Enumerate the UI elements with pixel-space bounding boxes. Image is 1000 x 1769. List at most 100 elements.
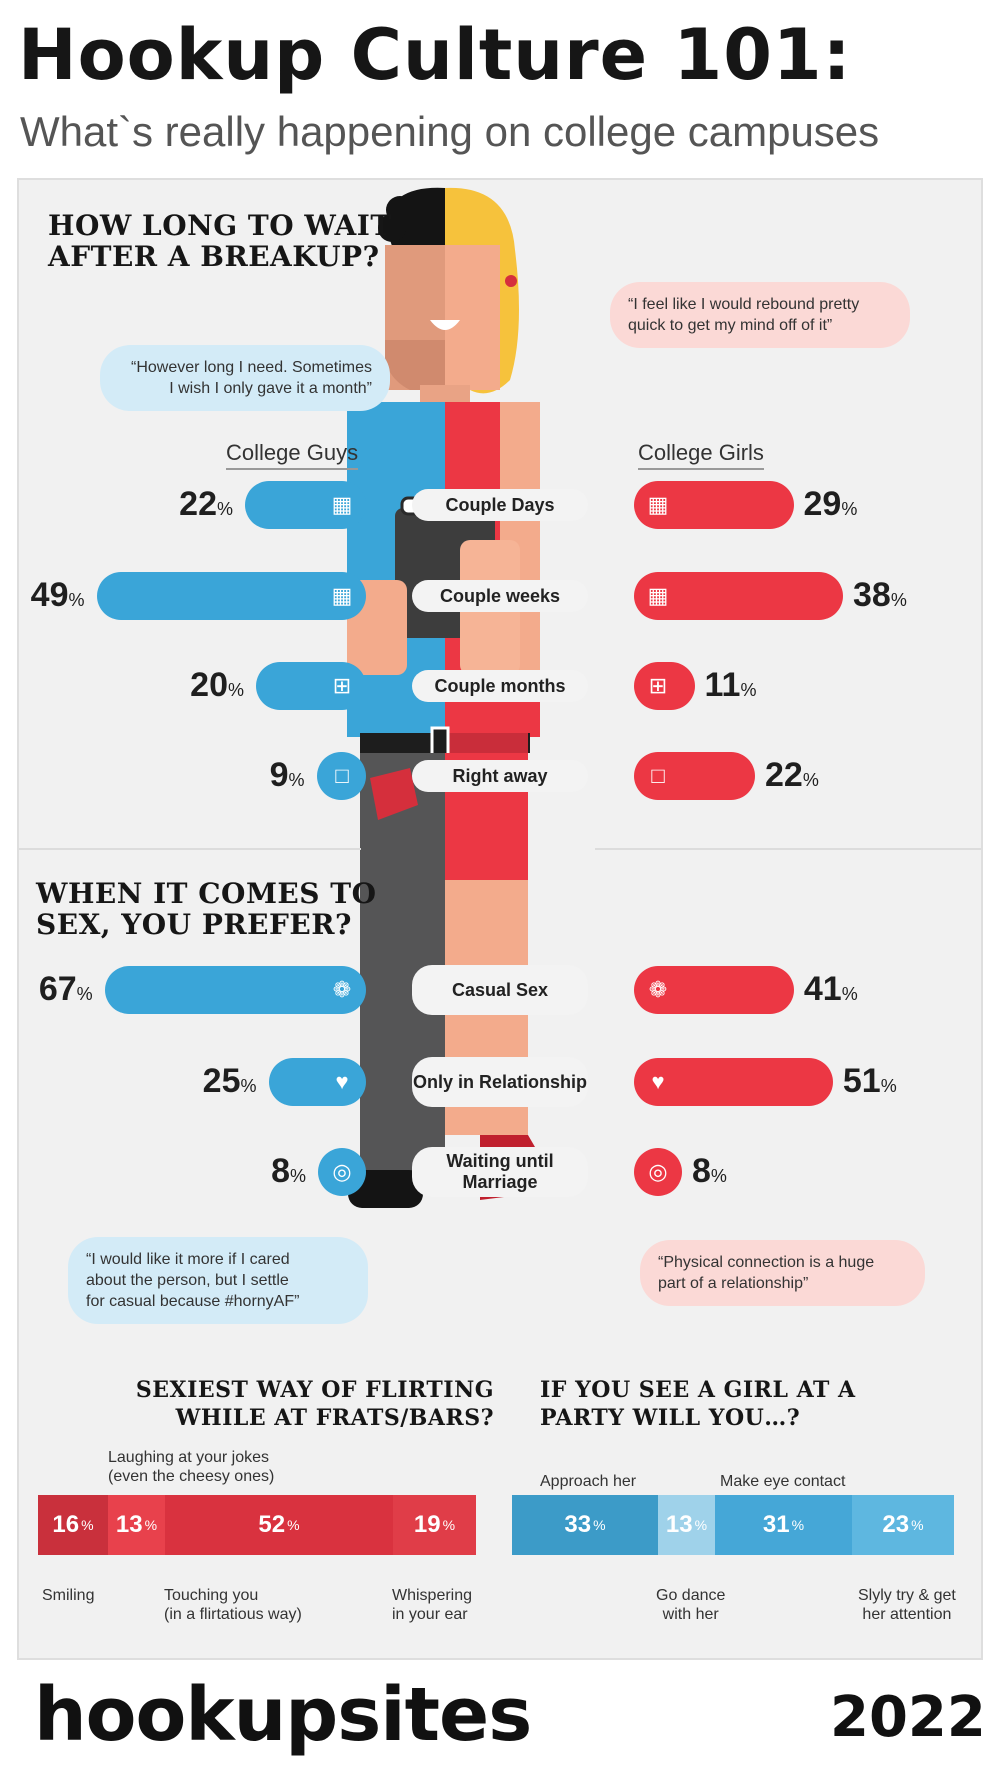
footer-year: 2022 [830,1685,986,1750]
sex-pref-girl-bar-icon: ♥ [651,1069,665,1094]
sex-pref-girl-pct: 41% [804,970,858,1009]
breakup-wait-girl-bar: ⊞ [634,662,695,710]
breakup-wait-girl-bar: □ [634,752,755,800]
sex-pref-girl-bar-icon: ❁ [648,977,668,1002]
sex-pref-girl-bar: ❁ [634,966,794,1014]
page-subtitle: What`s really happening on college campu… [20,108,880,155]
breakup-wait-girl-pct: 22% [765,756,819,795]
flirt-label-touching: Touching you (in a flirtatious way) [164,1586,302,1624]
flirt-label-whispering-line2: in your ear [392,1606,468,1623]
party-segment-value: 33 [564,1511,592,1538]
flirt-label-laughing: Laughing at your jokes (even the cheesy … [108,1448,274,1486]
girl-quote-line1: “I feel like I would rebound pretty [628,296,860,313]
breakup-wait-guy-bar: □ [316,752,366,800]
breakup-wait-guy-pct-value: 49 [30,576,69,614]
party-label-slyly-line2: her attention [862,1606,952,1623]
breakup-wait-girl-bar-icon: □ [651,763,665,788]
breakup-wait-guy-pct: 9% [270,756,305,795]
party-segment-unit: % [694,1517,708,1533]
girl-quote-bubble: “I feel like I would rebound pretty quic… [610,282,910,348]
breakup-wait-girl-pct-value: 11 [704,666,741,704]
breakup-wait-girl-pct-unit: % [802,770,819,790]
flirting-segment-value: 19 [413,1511,441,1538]
brand-logo: hookupsites [34,1672,532,1758]
breakup-wait-guy-bar-icon: ⊞ [332,673,352,698]
sex-pref-girl-pct: 51% [843,1062,897,1101]
sex-pref-girl-pct: 8% [692,1152,727,1191]
party-segment-value: 13 [665,1511,693,1538]
sex-pref-category-label: Only in Relationship [412,1057,588,1107]
breakup-wait-girl-pct: 29% [804,485,858,524]
guy-sex-quote-line1: “I would like it more if I cared [86,1251,290,1268]
flirting-segment: 16% [38,1495,108,1555]
breakup-wait-category-label: Right away [412,760,588,792]
flirting-segment-unit: % [81,1517,94,1533]
section2-heading: WHEN IT COMES TO SEX, YOU PREFER? [36,878,376,940]
sex-pref-girl-pct-value: 41 [803,970,842,1008]
guy-sex-quote-line2: about the person, but I settle [86,1272,289,1289]
guy-sex-quote-bubble: “I would like it more if I cared about t… [68,1237,368,1324]
breakup-wait-guy-pct-unit: % [216,499,233,519]
sex-pref-girl-bar: ◎ [634,1148,682,1196]
breakup-wait-girl-pct: 11% [705,666,757,705]
breakup-wait-guy-bar-icon: ▦ [331,492,353,517]
breakup-wait-guy-pct-value: 9 [269,756,289,794]
sex-pref-guy-pct-unit: % [289,1166,306,1186]
breakup-wait-guy-bar-icon: □ [335,763,349,788]
party-label-dance: Go dance with her [656,1586,725,1624]
breakup-wait-girl-bar-icon: ▦ [647,492,669,517]
flirt-label-smiling: Smiling [42,1587,95,1604]
breakup-wait-guy-pct-unit: % [227,680,244,700]
breakup-wait-girl-pct-value: 22 [765,756,803,794]
sex-pref-girl-bar: ♥ [634,1058,833,1106]
sex-pref-guy-pct-value: 25 [202,1062,241,1100]
flirting-segment-unit: % [442,1517,456,1533]
sex-pref-guy-pct-value: 67 [38,970,77,1008]
sex-pref-category-label: Waiting until Marriage [412,1147,588,1197]
flirt-label-laughing-line2: (even the cheesy ones) [108,1468,275,1485]
flirting-heading-line1: SEXIEST WAY OF FLIRTING [135,1377,494,1403]
page-title: Hookup Culture 101: [18,14,852,96]
breakup-wait-girl-bar-icon: ▦ [647,583,669,608]
breakup-wait-girl-bar: ▦ [634,481,794,529]
breakup-wait-guy-bar-icon: ▦ [331,583,353,608]
flirt-label-touching-line1: Touching you [164,1587,259,1604]
breakup-wait-girl-pct: 38% [853,576,907,615]
girl-sex-quote-line2: part of a relationship” [658,1275,809,1292]
sex-pref-girl-pct-value: 8 [692,1152,711,1190]
party-heading-line1: IF YOU SEE A GIRL AT A [540,1377,856,1403]
breakup-wait-category-label: Couple Days [412,489,588,521]
sex-pref-girl-pct-value: 51 [842,1062,881,1100]
sex-pref-guy-bar: ◎ [318,1148,366,1196]
sex-pref-guy-pct-unit: % [76,984,93,1004]
guy-quote-line2: I wish I only gave it a month” [169,380,372,397]
sex-pref-guy-pct: 25% [203,1062,257,1101]
party-label-slyly-line1: Slyly try & get [858,1587,956,1604]
party-label-slyly: Slyly try & get her attention [858,1586,956,1624]
party-label-approach: Approach her [540,1473,637,1490]
breakup-wait-girl-pct-unit: % [890,590,907,610]
party-heading: IF YOU SEE A GIRL AT A PARTY WILL YOU…? [540,1376,856,1432]
college-girls-label: College Girls [638,440,764,470]
breakup-wait-girl-pct-value: 29 [803,485,842,523]
flirting-segment: 13% [108,1495,165,1555]
flirt-label-whispering: Whispering in your ear [392,1586,472,1624]
sex-pref-guy-bar-icon: ❁ [332,977,352,1002]
flirting-segment-value: 13 [115,1511,143,1538]
party-segment-unit: % [791,1517,805,1533]
party-heading-line2: PARTY WILL YOU…? [540,1405,801,1431]
flirting-segment: 52% [165,1495,393,1555]
breakup-wait-category-label: Couple months [412,670,588,702]
flirting-segment-value: 16 [52,1511,80,1538]
girl-quote-line2: quick to get my mind off of it” [628,317,833,334]
breakup-wait-guy-pct-value: 22 [179,485,217,523]
flirt-label-laughing-line1: Laughing at your jokes [108,1449,269,1466]
sex-pref-guy-bar-icon: ♥ [335,1069,349,1094]
flirting-segment-value: 52 [258,1511,286,1538]
breakup-wait-guy-pct-unit: % [68,590,85,610]
party-label-dance-line2: with her [662,1606,719,1623]
breakup-wait-girl-bar-icon: ⊞ [648,673,668,698]
party-segment-unit: % [593,1517,606,1533]
section1-heading: HOW LONG TO WAIT AFTER A BREAKUP? [48,210,392,272]
sex-pref-guy-pct: 67% [39,970,93,1009]
